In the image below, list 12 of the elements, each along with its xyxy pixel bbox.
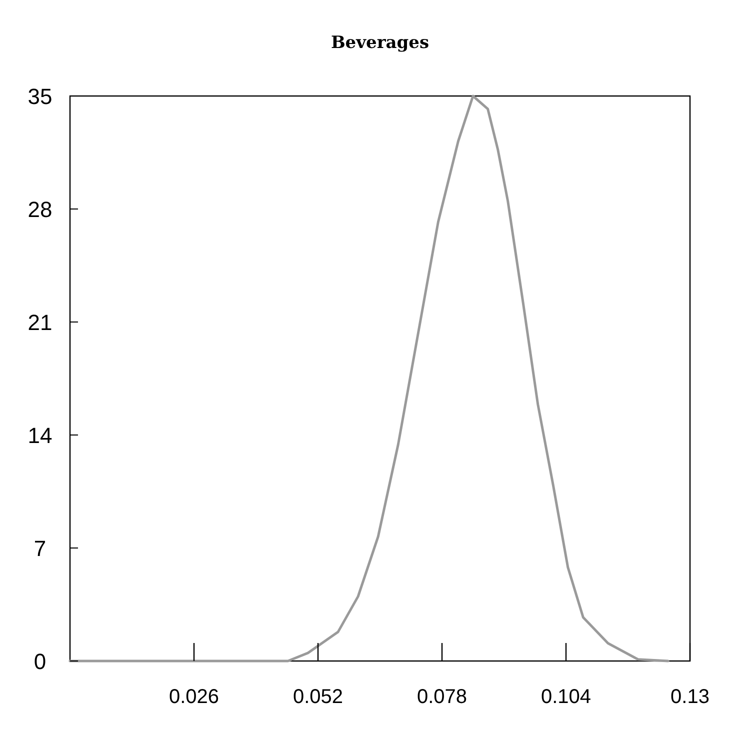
x-tick-label: 0.13 (670, 686, 710, 708)
x-tick-label: 0.104 (540, 686, 592, 708)
y-tick-label: 7 (34, 536, 46, 561)
y-tick-label: 14 (28, 423, 52, 448)
x-tick-label: 0.078 (416, 686, 468, 708)
y-tick-label: 28 (28, 197, 52, 222)
x-tick-label: 0.052 (292, 686, 344, 708)
chart-title: Beverages (330, 33, 430, 53)
y-tick-label: 35 (28, 84, 52, 109)
y-tick-label: 21 (28, 310, 52, 335)
y-tick-label: 0 (34, 649, 46, 674)
x-tick-label: 0.026 (168, 686, 220, 708)
